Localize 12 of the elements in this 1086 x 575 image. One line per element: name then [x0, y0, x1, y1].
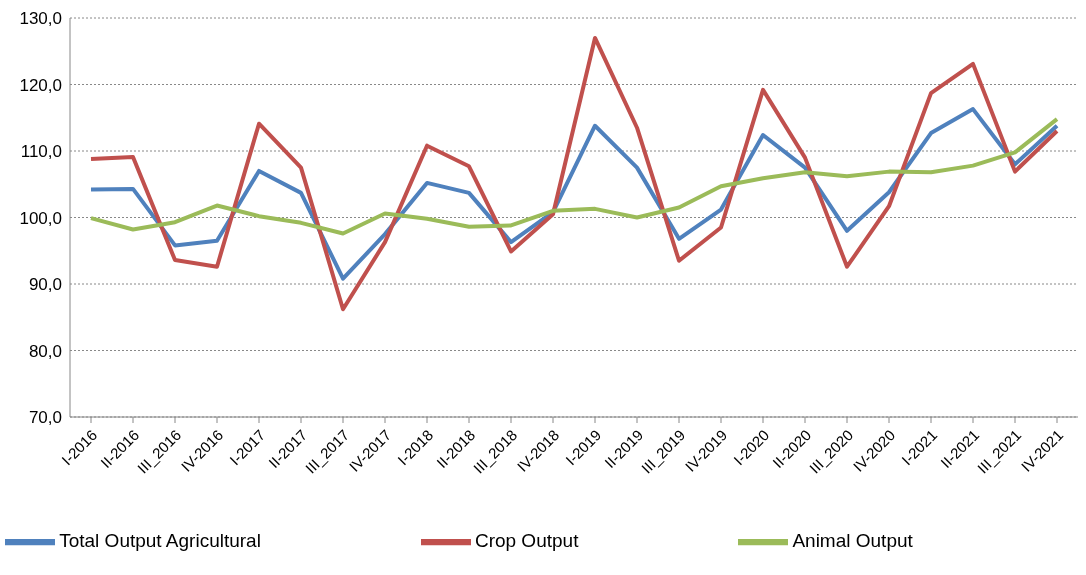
y-tick-label: 70,0 [28, 408, 62, 428]
legend-label: Animal Output [792, 530, 913, 552]
y-tick-label: 90,0 [28, 275, 62, 295]
y-tick-label: 100,0 [19, 208, 62, 228]
y-tick-label: 130,0 [19, 9, 62, 29]
y-tick-label: 80,0 [28, 341, 62, 361]
y-tick-label: 110,0 [20, 142, 62, 162]
line-series [89, 35, 1059, 312]
y-tick-label: 120,0 [19, 75, 62, 95]
legend-label: Total Output Agricultural [59, 530, 261, 552]
legend-label: Crop Output [474, 530, 579, 552]
line-series [89, 117, 1059, 236]
